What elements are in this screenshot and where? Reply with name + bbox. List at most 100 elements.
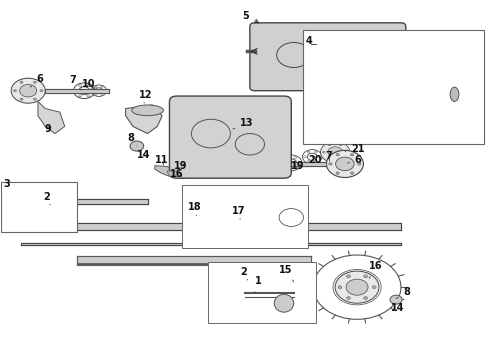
Circle shape — [87, 95, 90, 97]
Circle shape — [344, 86, 348, 89]
Circle shape — [20, 81, 23, 84]
Ellipse shape — [132, 105, 163, 116]
Circle shape — [350, 172, 354, 174]
Text: 9: 9 — [44, 124, 51, 134]
Ellipse shape — [390, 295, 402, 304]
Circle shape — [20, 85, 37, 97]
Circle shape — [33, 98, 36, 100]
Circle shape — [326, 150, 364, 177]
Circle shape — [211, 225, 217, 229]
Circle shape — [328, 158, 331, 160]
Polygon shape — [155, 166, 187, 178]
Circle shape — [294, 157, 297, 159]
Circle shape — [219, 216, 224, 220]
Circle shape — [21, 216, 24, 218]
Circle shape — [328, 147, 343, 157]
Circle shape — [214, 281, 245, 304]
Circle shape — [187, 168, 190, 170]
Circle shape — [286, 157, 289, 159]
Circle shape — [327, 86, 331, 89]
Text: 16: 16 — [369, 261, 383, 278]
Circle shape — [11, 78, 45, 103]
Circle shape — [307, 282, 311, 285]
Circle shape — [409, 112, 412, 114]
Circle shape — [336, 157, 354, 171]
Circle shape — [299, 273, 303, 275]
Circle shape — [299, 292, 303, 294]
Circle shape — [318, 96, 322, 99]
Circle shape — [250, 276, 253, 278]
Circle shape — [174, 163, 177, 165]
Circle shape — [198, 229, 202, 231]
Circle shape — [340, 144, 342, 146]
Circle shape — [37, 195, 41, 198]
Circle shape — [315, 161, 317, 162]
Text: 6: 6 — [347, 155, 361, 165]
Polygon shape — [21, 223, 401, 230]
Circle shape — [242, 276, 245, 278]
Circle shape — [60, 200, 64, 202]
Circle shape — [179, 168, 181, 170]
Text: 12: 12 — [139, 90, 153, 103]
Circle shape — [322, 151, 325, 153]
Circle shape — [65, 206, 68, 208]
Text: 21: 21 — [345, 144, 365, 154]
Circle shape — [211, 206, 217, 210]
Circle shape — [253, 242, 256, 244]
Circle shape — [335, 271, 379, 303]
Circle shape — [364, 275, 368, 278]
Circle shape — [101, 94, 103, 95]
Text: 6: 6 — [30, 74, 43, 87]
Circle shape — [320, 141, 350, 163]
Text: 18: 18 — [188, 202, 201, 216]
Circle shape — [210, 243, 214, 246]
Circle shape — [346, 279, 368, 295]
Polygon shape — [38, 102, 65, 134]
Circle shape — [345, 151, 348, 153]
Circle shape — [257, 236, 261, 238]
Text: 2: 2 — [43, 192, 50, 205]
Polygon shape — [357, 90, 455, 95]
Circle shape — [10, 192, 51, 222]
Circle shape — [353, 96, 357, 99]
Circle shape — [187, 158, 190, 160]
Circle shape — [242, 286, 245, 288]
Circle shape — [101, 86, 103, 88]
Circle shape — [79, 85, 82, 87]
Text: 1: 1 — [255, 276, 262, 293]
Polygon shape — [30, 199, 147, 204]
Circle shape — [232, 313, 236, 316]
Bar — [1, 182, 77, 232]
Circle shape — [21, 195, 24, 198]
Circle shape — [92, 90, 94, 91]
Circle shape — [223, 313, 226, 316]
Circle shape — [241, 210, 245, 213]
Circle shape — [400, 112, 403, 114]
Polygon shape — [77, 263, 311, 265]
Circle shape — [198, 243, 202, 246]
Circle shape — [87, 85, 90, 87]
Circle shape — [232, 302, 236, 304]
Circle shape — [329, 163, 332, 165]
Circle shape — [307, 151, 310, 153]
Circle shape — [346, 275, 350, 278]
Circle shape — [338, 286, 342, 289]
Circle shape — [327, 90, 348, 106]
Circle shape — [234, 299, 237, 301]
Circle shape — [216, 292, 219, 293]
Ellipse shape — [450, 87, 459, 102]
Text: 15: 15 — [279, 265, 294, 282]
Circle shape — [45, 206, 49, 208]
Text: 7: 7 — [70, 75, 82, 90]
Text: 8: 8 — [127, 134, 137, 146]
Circle shape — [91, 90, 94, 92]
Circle shape — [219, 307, 222, 310]
Circle shape — [241, 226, 245, 229]
Circle shape — [261, 218, 265, 221]
Circle shape — [196, 225, 201, 229]
Text: 8: 8 — [396, 287, 410, 298]
Text: 11: 11 — [155, 155, 169, 165]
Circle shape — [254, 210, 259, 213]
Circle shape — [391, 81, 395, 84]
Circle shape — [284, 276, 303, 291]
